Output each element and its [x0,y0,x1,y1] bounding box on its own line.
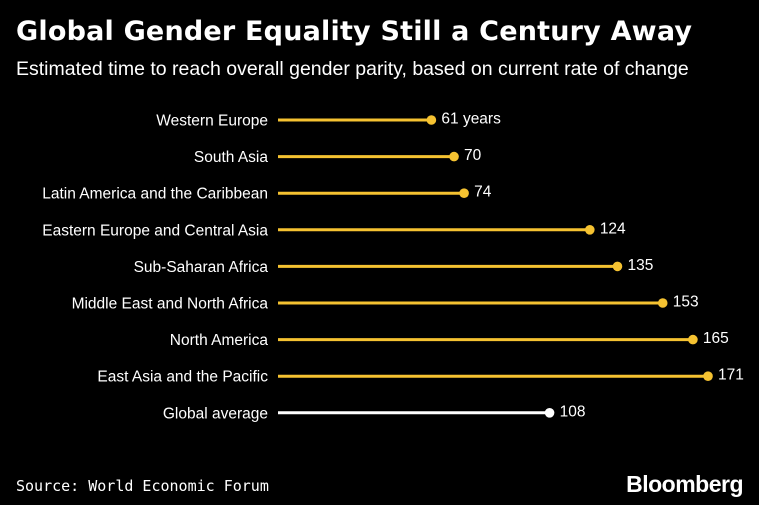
dot-eastern-europe-and-central-asia [585,225,595,235]
value-label-east-asia-and-the-pacific: 171 [718,367,744,384]
value-label-global-average: 108 [560,403,586,420]
category-label-sub-saharan-africa: Sub-Saharan Africa [134,259,269,276]
category-label-north-america: North America [170,332,269,349]
dot-south-asia [449,151,459,162]
category-label-latin-america-and-the-caribbean: Latin America and the Caribbean [42,186,268,203]
value-label-sub-saharan-africa: 135 [627,257,653,274]
value-label-latin-america-and-the-caribbean: 74 [474,184,492,201]
category-label-western-europe: Western Europe [156,113,268,130]
category-label-east-asia-and-the-pacific: East Asia and the Pacific [97,369,268,386]
category-label-middle-east-and-north-africa: Middle East and North Africa [72,296,269,313]
category-label-eastern-europe-and-central-asia: Eastern Europe and Central Asia [42,222,268,239]
value-label-western-europe: 61 years [441,111,501,128]
dot-east-asia-and-the-pacific [703,371,713,382]
value-label-north-america: 165 [703,330,729,347]
dot-sub-saharan-africa [612,261,623,272]
bloomberg-logo: Bloomberg [626,471,743,497]
value-label-south-asia: 70 [464,147,482,164]
chart-subtitle: Estimated time to reach overall gender p… [16,58,689,80]
dot-global-average [544,408,555,418]
dot-latin-america-and-the-caribbean [459,188,469,198]
value-label-middle-east-and-north-africa: 153 [673,294,699,311]
dot-middle-east-and-north-africa [657,298,668,308]
category-label-global-average: Global average [163,405,268,422]
source-note: Source: World Economic Forum [16,477,269,495]
value-label-eastern-europe-and-central-asia: 124 [600,220,626,237]
dot-western-europe [426,115,437,125]
category-label-south-asia: South Asia [194,149,268,166]
chart-title: Global Gender Equality Still a Century A… [16,16,693,47]
dot-north-america [688,334,698,345]
